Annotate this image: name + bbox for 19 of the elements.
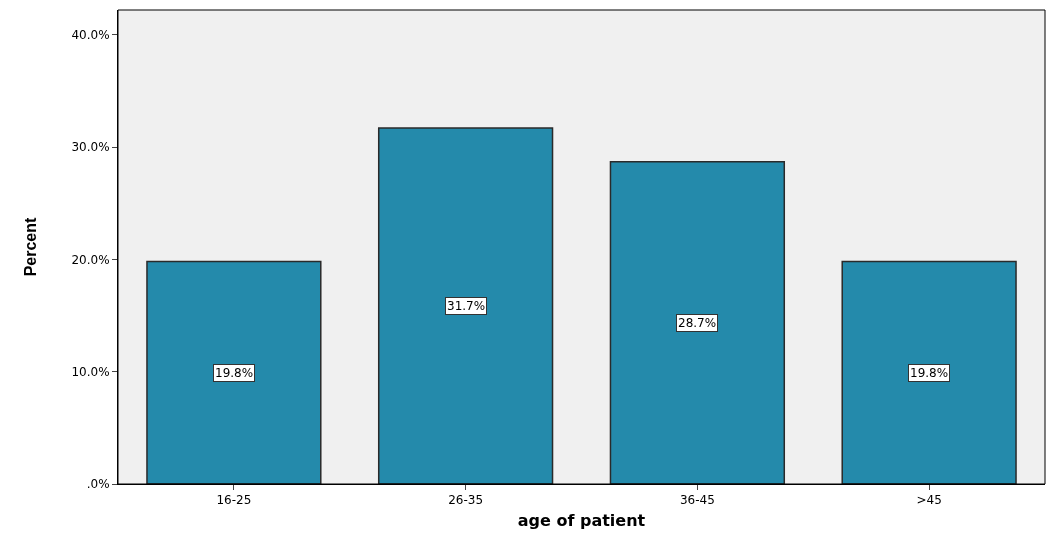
data-label: 19.8%	[910, 366, 949, 380]
data-label: 19.8%	[215, 366, 254, 380]
x-axis-title: age of patient	[517, 511, 646, 531]
bar	[146, 260, 322, 484]
y-tick-label: 30.0%	[71, 140, 110, 155]
x-tick-label: 36-45	[679, 493, 715, 508]
bar	[377, 127, 554, 484]
data-label: 31.7%	[447, 299, 486, 313]
data-label: 28.7%	[678, 316, 717, 330]
bar	[609, 160, 786, 484]
y-tick-label: 10.0%	[71, 364, 110, 379]
y-tick-label: 40.0%	[71, 27, 110, 42]
x-tick-label: >45	[916, 493, 942, 508]
x-tick-label: 16-25	[216, 493, 252, 508]
y-tick-label: .0%	[86, 477, 110, 492]
y-axis-title: Percent	[22, 216, 40, 277]
bar	[841, 260, 1017, 484]
x-tick-label: 26-35	[448, 493, 484, 508]
y-tick-label: 20.0%	[71, 252, 110, 267]
